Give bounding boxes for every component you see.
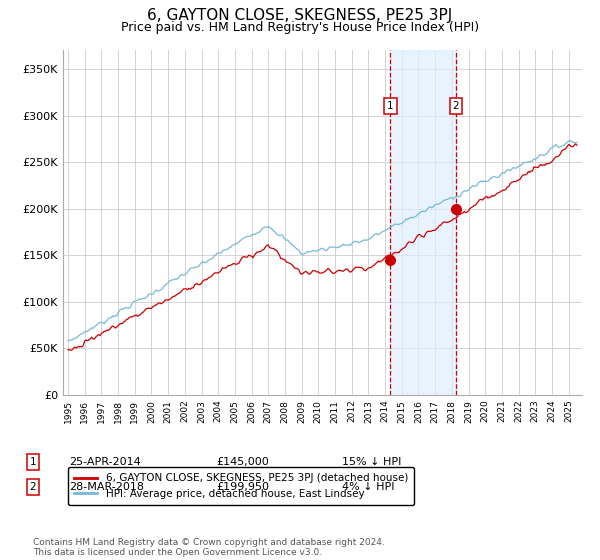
Text: 25-APR-2014: 25-APR-2014 (69, 457, 141, 467)
Text: 2: 2 (29, 482, 37, 492)
Text: 28-MAR-2018: 28-MAR-2018 (69, 482, 144, 492)
Text: Price paid vs. HM Land Registry's House Price Index (HPI): Price paid vs. HM Land Registry's House … (121, 21, 479, 34)
Text: Contains HM Land Registry data © Crown copyright and database right 2024.
This d: Contains HM Land Registry data © Crown c… (33, 538, 385, 557)
Text: 1: 1 (29, 457, 37, 467)
Legend: 6, GAYTON CLOSE, SKEGNESS, PE25 3PJ (detached house), HPI: Average price, detach: 6, GAYTON CLOSE, SKEGNESS, PE25 3PJ (det… (68, 467, 415, 505)
Text: 6, GAYTON CLOSE, SKEGNESS, PE25 3PJ: 6, GAYTON CLOSE, SKEGNESS, PE25 3PJ (148, 8, 452, 24)
Text: 15% ↓ HPI: 15% ↓ HPI (342, 457, 401, 467)
Text: 1: 1 (387, 101, 394, 111)
Text: £199,950: £199,950 (216, 482, 269, 492)
Bar (391, 50, 456, 395)
Text: 4% ↓ HPI: 4% ↓ HPI (342, 482, 395, 492)
Text: 2: 2 (452, 101, 459, 111)
Text: £145,000: £145,000 (216, 457, 269, 467)
